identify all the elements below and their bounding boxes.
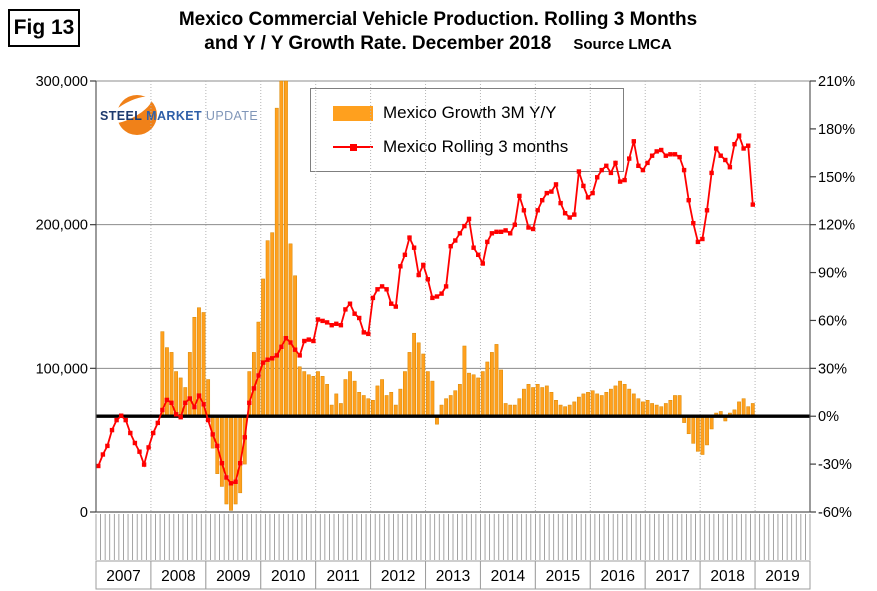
svg-text:30%: 30% xyxy=(818,361,847,377)
logo-crescent-icon xyxy=(114,95,157,135)
chart-title-line2-text: and Y / Y Growth Rate. December 2018 xyxy=(204,32,552,54)
svg-text:-30%: -30% xyxy=(818,457,852,473)
steel-market-update-logo: STEEL MARKET UPDATE xyxy=(100,92,260,140)
chart-title-line1: Mexico Commercial Vehicle Production. Ro… xyxy=(178,9,698,30)
svg-text:2010: 2010 xyxy=(271,568,306,585)
svg-text:2016: 2016 xyxy=(601,568,635,585)
svg-text:2015: 2015 xyxy=(546,568,580,585)
year-axis-cells: 2007 2008 2009 2010 2011 2012 2013 2014 2015 2016… xyxy=(95,560,811,590)
figure-number-label: Fig 13 xyxy=(13,16,75,39)
svg-text:0%: 0% xyxy=(818,409,839,425)
svg-text:60%: 60% xyxy=(818,313,847,329)
svg-text:2008: 2008 xyxy=(161,568,195,585)
svg-text:2013: 2013 xyxy=(436,568,470,585)
svg-text:2014: 2014 xyxy=(491,568,526,585)
plot-frame-group xyxy=(90,80,816,513)
left-axis-labels: 0 100,000 200,000 300,000 xyxy=(36,74,88,521)
rolling-line-group xyxy=(96,133,755,486)
svg-text:0: 0 xyxy=(80,505,88,521)
svg-text:2012: 2012 xyxy=(381,568,415,585)
svg-text:2019: 2019 xyxy=(765,568,799,585)
svg-text:-60%: -60% xyxy=(818,505,852,521)
svg-text:300,000: 300,000 xyxy=(36,74,88,90)
figure-number-box: Fig 13 xyxy=(8,9,80,47)
logo-word-steel: STEEL xyxy=(100,109,143,123)
growth-bars-group xyxy=(160,80,755,511)
legend-bar-swatch xyxy=(333,105,373,121)
svg-text:200,000: 200,000 xyxy=(36,218,88,234)
svg-text:180%: 180% xyxy=(818,122,855,138)
svg-text:2007: 2007 xyxy=(106,568,140,585)
svg-text:90%: 90% xyxy=(818,266,847,282)
legend: Mexico Growth 3M Y/Y Mexico Rolling 3 mo… xyxy=(310,88,624,172)
legend-line-swatch xyxy=(333,144,373,151)
gridlines-group xyxy=(96,80,810,512)
right-axis-labels: 210% 180% 150% 120% 90% 60% 30% 0% -30% -60% xyxy=(818,74,855,521)
minor-tick-comb xyxy=(95,514,811,560)
source-label: Source LMCA xyxy=(573,35,672,53)
svg-text:120%: 120% xyxy=(818,218,855,234)
svg-text:2017: 2017 xyxy=(655,568,689,585)
chart-title: Mexico Commercial Vehicle Production. Ro… xyxy=(88,8,788,56)
legend-line-label: Mexico Rolling 3 months xyxy=(383,137,569,156)
svg-text:210%: 210% xyxy=(818,74,855,90)
legend-item-growth: Mexico Growth 3M Y/Y xyxy=(333,103,623,123)
legend-bar-label: Mexico Growth 3M Y/Y xyxy=(383,103,557,122)
chart-title-line2: and Y / Y Growth Rate. December 2018 Sour… xyxy=(88,32,788,56)
logo-wordmark: STEEL MARKET UPDATE xyxy=(100,109,258,123)
svg-text:150%: 150% xyxy=(818,170,855,186)
svg-text:2009: 2009 xyxy=(216,568,250,585)
svg-text:2011: 2011 xyxy=(326,568,359,585)
logo-word-market: MARKET xyxy=(146,109,203,123)
legend-item-rolling: Mexico Rolling 3 months xyxy=(333,137,623,157)
legend-line-marker xyxy=(350,144,357,151)
logo-word-update: UPDATE xyxy=(205,109,259,123)
svg-text:100,000: 100,000 xyxy=(36,361,88,377)
svg-text:2018: 2018 xyxy=(710,568,744,585)
